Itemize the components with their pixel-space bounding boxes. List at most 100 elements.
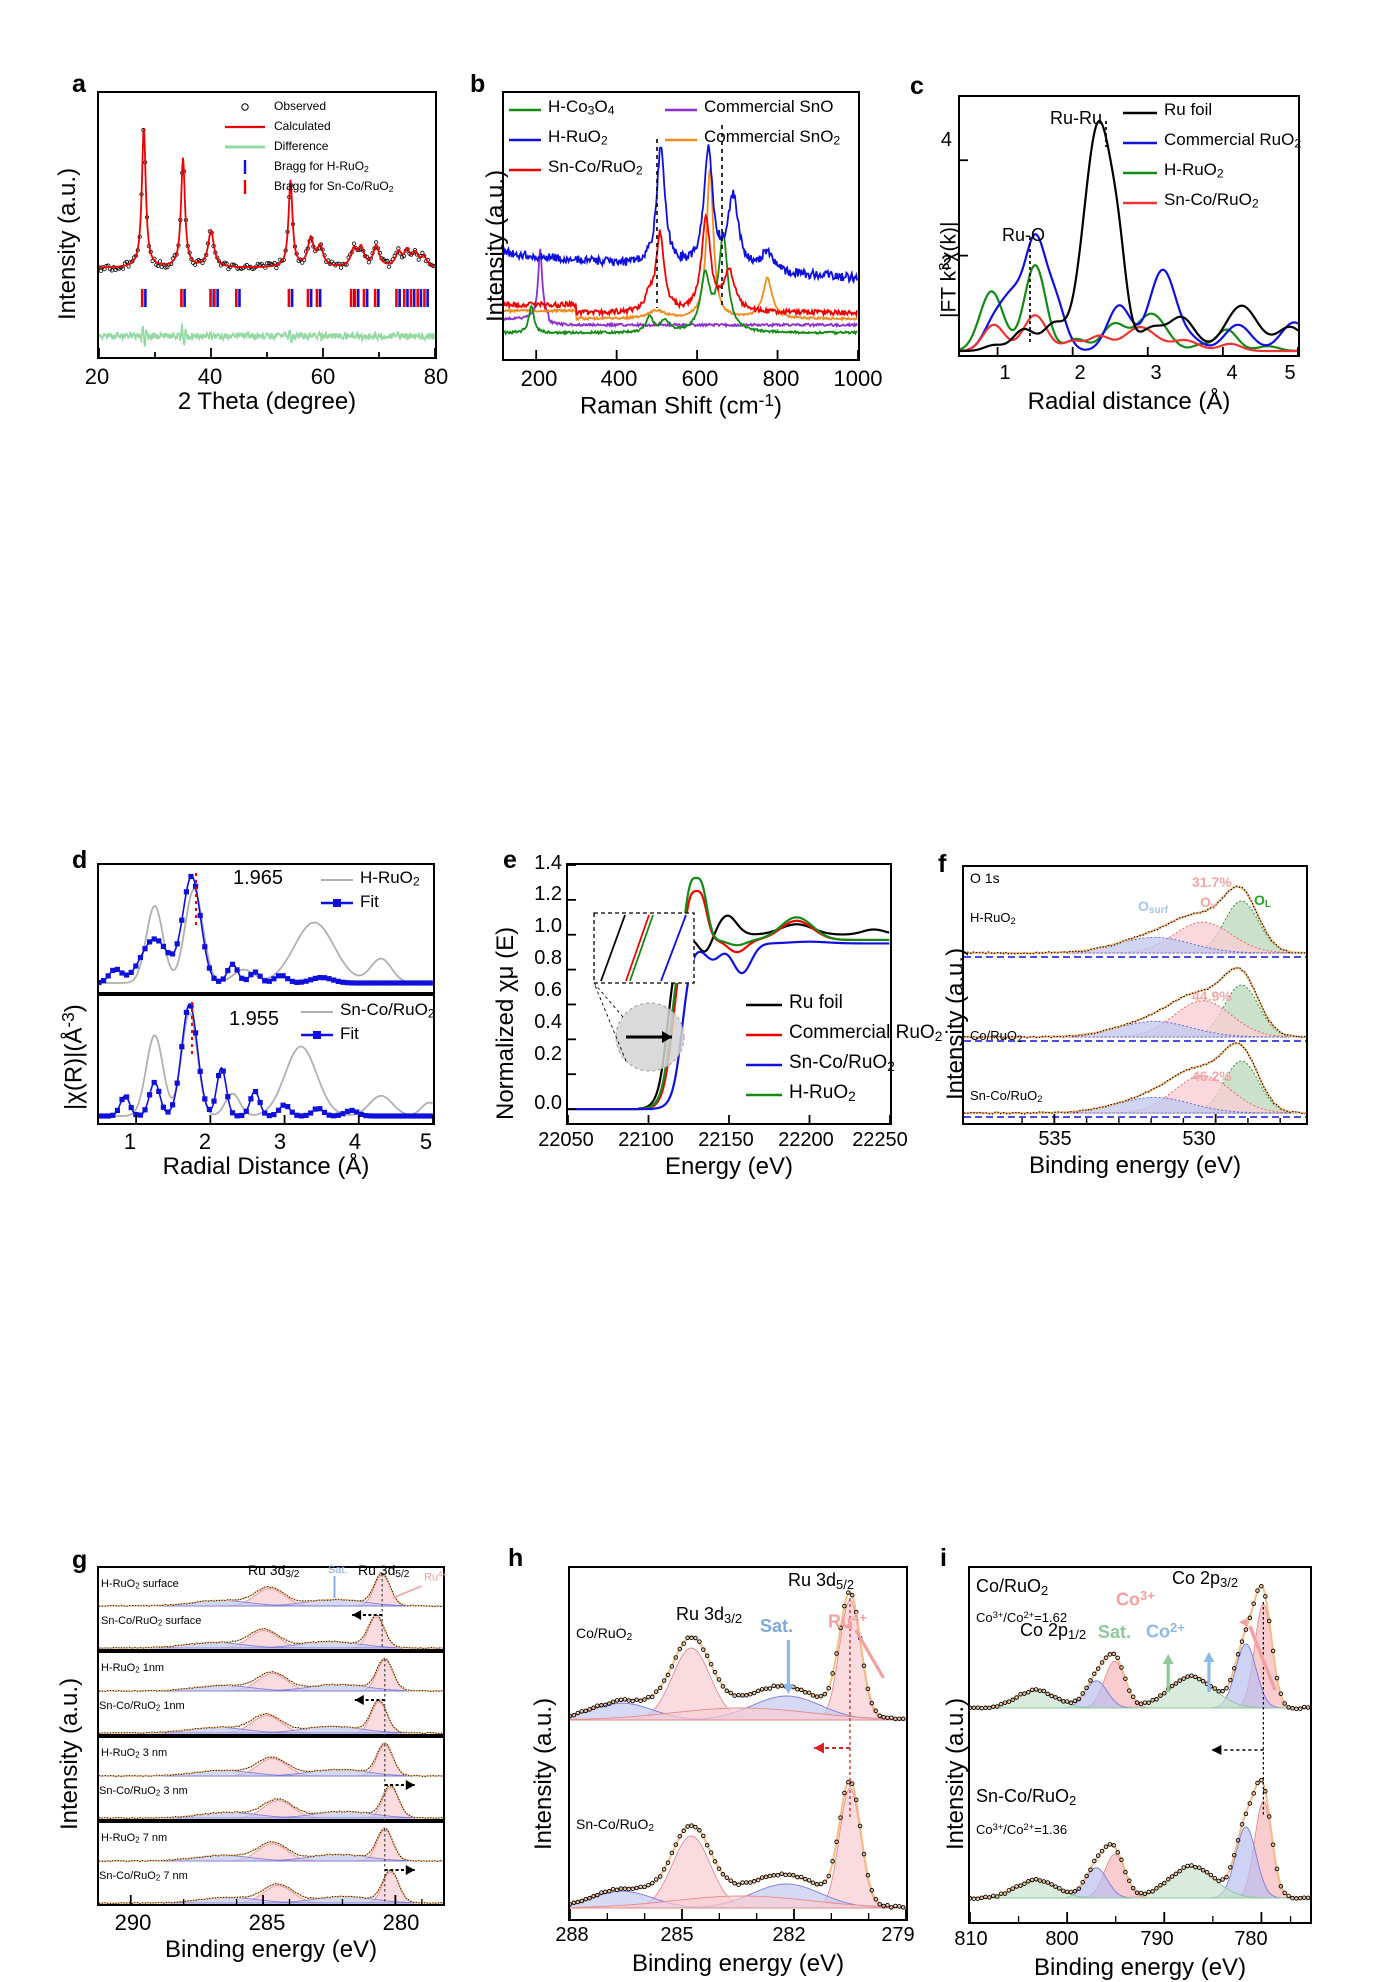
panel-g-row-label-4: H-RuO2 3 nm	[101, 1747, 168, 1760]
legend-item-sn-co-ruo2: Sn-Co/RuO2	[789, 1052, 895, 1074]
legend-item-bragg-sncoruo2: Bragg for Sn-Co/RuO2	[274, 179, 394, 194]
panel-a-legend: Observed Calculated Difference Bragg for…	[222, 97, 434, 197]
panel-e-xtick-0: 22050	[538, 1129, 594, 1151]
panel-d-label: d	[72, 846, 88, 874]
panel-c-plot	[960, 119, 1298, 355]
panel-a-xlabel: 2 Theta (degree)	[177, 388, 357, 415]
panel-b-xtick-1: 400	[600, 366, 638, 391]
panel-i-peak-label-2p32: Co 2p3/2	[1172, 1568, 1239, 1590]
legend-item-sn-co-ruo2: Sn-Co/RuO2	[340, 1000, 435, 1021]
panel-c-xlabel: Radial distance (Å)	[1027, 388, 1231, 415]
panel-d-plot-box-bottom	[97, 994, 435, 1125]
panel-i-xlabel: Binding energy (eV)	[1033, 1954, 1247, 1981]
panel-d-xtick-1: 2	[198, 1129, 212, 1154]
panel-f-plot	[964, 885, 1306, 1123]
panel-f-xtick-0: 535	[1038, 1128, 1072, 1150]
panel-a-ylabel: Intensity (a.u.)	[54, 167, 81, 320]
panel-i-row-label-1: Sn-Co/RuO2	[976, 1786, 1077, 1808]
panel-g-row-label-6: H-RuO2 7 nm	[101, 1832, 168, 1845]
legend-item-commercial-ruo2: Commercial RuO2	[789, 1022, 943, 1044]
panel-a-label: a	[72, 70, 86, 98]
panel-h-ylabel: Intensity (a.u.)	[530, 1697, 557, 1850]
legend-item-sn-co-ruo2: Sn-Co/RuO2	[1164, 190, 1259, 211]
panel-b-plot	[504, 125, 858, 359]
panel-c: c Ru-Ru Ru-O Ru foil Commercial RuO2 H-R…	[910, 0, 1374, 420]
panel-g-xtick-2: 280	[382, 1910, 420, 1935]
panel-f-row-label-1: Co/RuO2	[970, 1028, 1023, 1045]
panel-c-ytick-4: 4	[940, 129, 952, 151]
legend-item-h-ruo2: H-RuO2	[1164, 160, 1224, 181]
panel-e-ytick-12: 1.2	[534, 883, 562, 905]
panel-i-row-ratio-0: Co3+/Co2+=1.62	[976, 1610, 1068, 1625]
legend-item-fit-top: Fit	[360, 892, 379, 911]
panel-f-percent-0: 31.7%	[1192, 874, 1232, 890]
panel-a: a Observed Calculated Difference	[0, 0, 460, 416]
panel-c-plot-box	[958, 95, 1300, 357]
legend-item-commercial-sno: Commercial SnO	[704, 97, 834, 116]
panel-e-xlabel: Energy (eV)	[664, 1153, 794, 1180]
panel-b-xlabel: Raman Shift (cm-1)	[579, 390, 783, 420]
panel-b-xlabel-sup: -1	[758, 390, 775, 410]
panel-i-xtick-3: 780	[1234, 1928, 1268, 1950]
panel-e-xtick-2: 22150	[698, 1129, 754, 1151]
panel-b-xtick-3: 800	[762, 366, 800, 391]
panel-g-label: g	[72, 1546, 88, 1574]
panel-e-plot-box	[566, 863, 892, 1125]
panel-f-species-ol: OL	[1254, 892, 1272, 911]
panel-g-row-label-0: H-RuO2 surface	[101, 1578, 179, 1591]
panel-d-plot-box-top	[97, 863, 435, 994]
panel-g-xtick-0: 290	[114, 1910, 152, 1935]
panel-d-plot-bottom	[99, 1002, 433, 1123]
panel-f: f O 1s H-RuO2 Co/RuO2 Sn-Co/RuO2 31.7% 4…	[920, 420, 1374, 1179]
panel-g-peak-label-3d52: Ru 3d5/2	[358, 1562, 410, 1581]
panel-f-percent-2: 46.2%	[1192, 1068, 1232, 1084]
panel-d-xtick-4: 5	[419, 1129, 433, 1154]
legend-item-ru-foil: Ru foil	[1164, 100, 1213, 119]
panel-e-ytick-00: 0.0	[534, 1092, 562, 1114]
panel-i-ylabel: Intensity (a.u.)	[942, 1697, 969, 1850]
legend-item-calculated: Calculated	[274, 119, 331, 133]
panel-d: d 1.965 1.955 H-RuO2 Fit Sn-Co/RuO2 Fit …	[0, 420, 470, 1180]
panel-g-row-label-1: Sn-Co/RuO2 surface	[101, 1615, 202, 1628]
panel-d-xtick-2: 3	[273, 1129, 287, 1154]
panel-h-peak-label-ru4: Ru4+	[828, 1610, 867, 1632]
panel-c-annotation-ru-o: Ru-O	[1002, 225, 1046, 245]
panel-i-xtick-2: 790	[1140, 1928, 1174, 1950]
legend-item-ru-foil: Ru foil	[789, 992, 843, 1013]
panel-g-xtick-1: 285	[248, 1910, 286, 1935]
panel-e-label: e	[503, 846, 517, 874]
panel-a-plot	[99, 127, 435, 357]
panel-h-peak-label-3d32: Ru 3d3/2	[676, 1604, 743, 1626]
panel-b-xtick-0: 200	[520, 366, 558, 391]
legend-item-bragg-hruo2: Bragg for H-RuO2	[274, 159, 369, 174]
panel-d-xtick-3: 4	[348, 1129, 362, 1154]
panel-i-peak-label-co3: Co3+	[1116, 1588, 1155, 1610]
panel-f-xtick-1: 530	[1182, 1128, 1216, 1150]
panel-g-peak-label-ru4: Ru4+	[424, 1570, 448, 1584]
panel-g-row-label-3: Sn-Co/RuO2 1nm	[99, 1700, 185, 1713]
panel-c-xtick-0: 1	[999, 362, 1011, 384]
panel-c-ytick-2: 2	[940, 252, 952, 274]
legend-item-h-ruo2: H-RuO2	[548, 127, 608, 148]
panel-i: i Co 2p3/2 Co3+ Co 2p1/2 Sat. Co2+ Co/Ru…	[920, 770, 1374, 1981]
panel-a-xtick-0: 20	[84, 364, 110, 389]
panel-e-ytick-08: 0.8	[534, 947, 562, 969]
panel-g-ylabel: Intensity (a.u.)	[56, 1677, 83, 1830]
panel-i-label: i	[940, 1544, 947, 1572]
panel-i-xtick-1: 800	[1045, 1928, 1079, 1950]
panel-e-ytick-06: 0.6	[534, 979, 562, 1001]
panel-a-plot-box	[97, 91, 437, 359]
panel-c-label: c	[910, 72, 924, 100]
panel-c-xtick-2: 3	[1150, 362, 1162, 384]
legend-item-commercial-ruo2: Commercial RuO2	[1164, 130, 1302, 151]
panel-i-row-ratio-1: Co3+/Co2+=1.36	[976, 1822, 1068, 1837]
legend-item-sn-co-ruo2: Sn-Co/RuO2	[548, 157, 643, 178]
panel-g-peak-label-sat: Sat.	[328, 1564, 348, 1576]
panel-i-row-label-0: Co/RuO2	[976, 1576, 1049, 1598]
panel-f-species-osurf: Osurf	[1138, 898, 1168, 917]
panel-a-xtick-1: 40	[197, 364, 223, 389]
legend-item-fit-bottom: Fit	[340, 1024, 359, 1043]
legend-item-h-ruo2: H-RuO2	[360, 868, 420, 889]
panel-g-row-label-7: Sn-Co/RuO2 7 nm	[99, 1870, 188, 1883]
panel-e-xtick-4: 22250	[852, 1129, 908, 1151]
